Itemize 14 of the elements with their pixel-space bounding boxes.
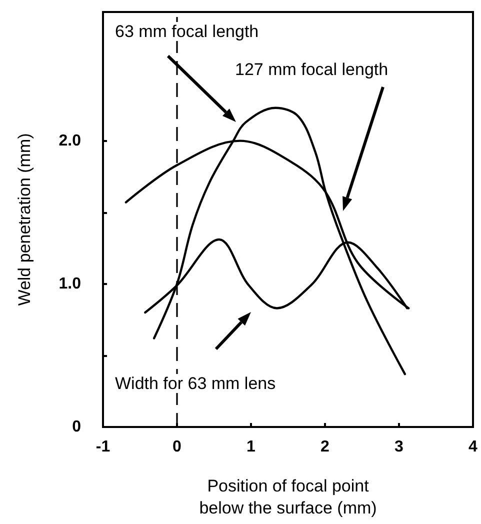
y-tick-label: 2.0 [58, 132, 82, 150]
annotation: 63 mm focal length [115, 22, 259, 41]
x-tick-label: -1 [96, 438, 110, 456]
x-axis-title: Position of focal point below the surface (mm) [199, 476, 377, 518]
x-tick-label: 1 [246, 438, 256, 456]
annotation: Width for 63 mm lens [115, 374, 276, 393]
annotation: 127 mm focal length [235, 60, 388, 79]
x-tick-label: 3 [394, 438, 404, 456]
y-tick-label: 1.0 [58, 275, 82, 292]
x-tick-label: 0 [172, 438, 182, 456]
x-tick-label: 4 [468, 438, 478, 456]
y-axis-title: Weld penetration (mm) [15, 133, 34, 306]
x-tick-label: 2 [320, 438, 330, 456]
y-tick-label: 0 [72, 418, 82, 436]
